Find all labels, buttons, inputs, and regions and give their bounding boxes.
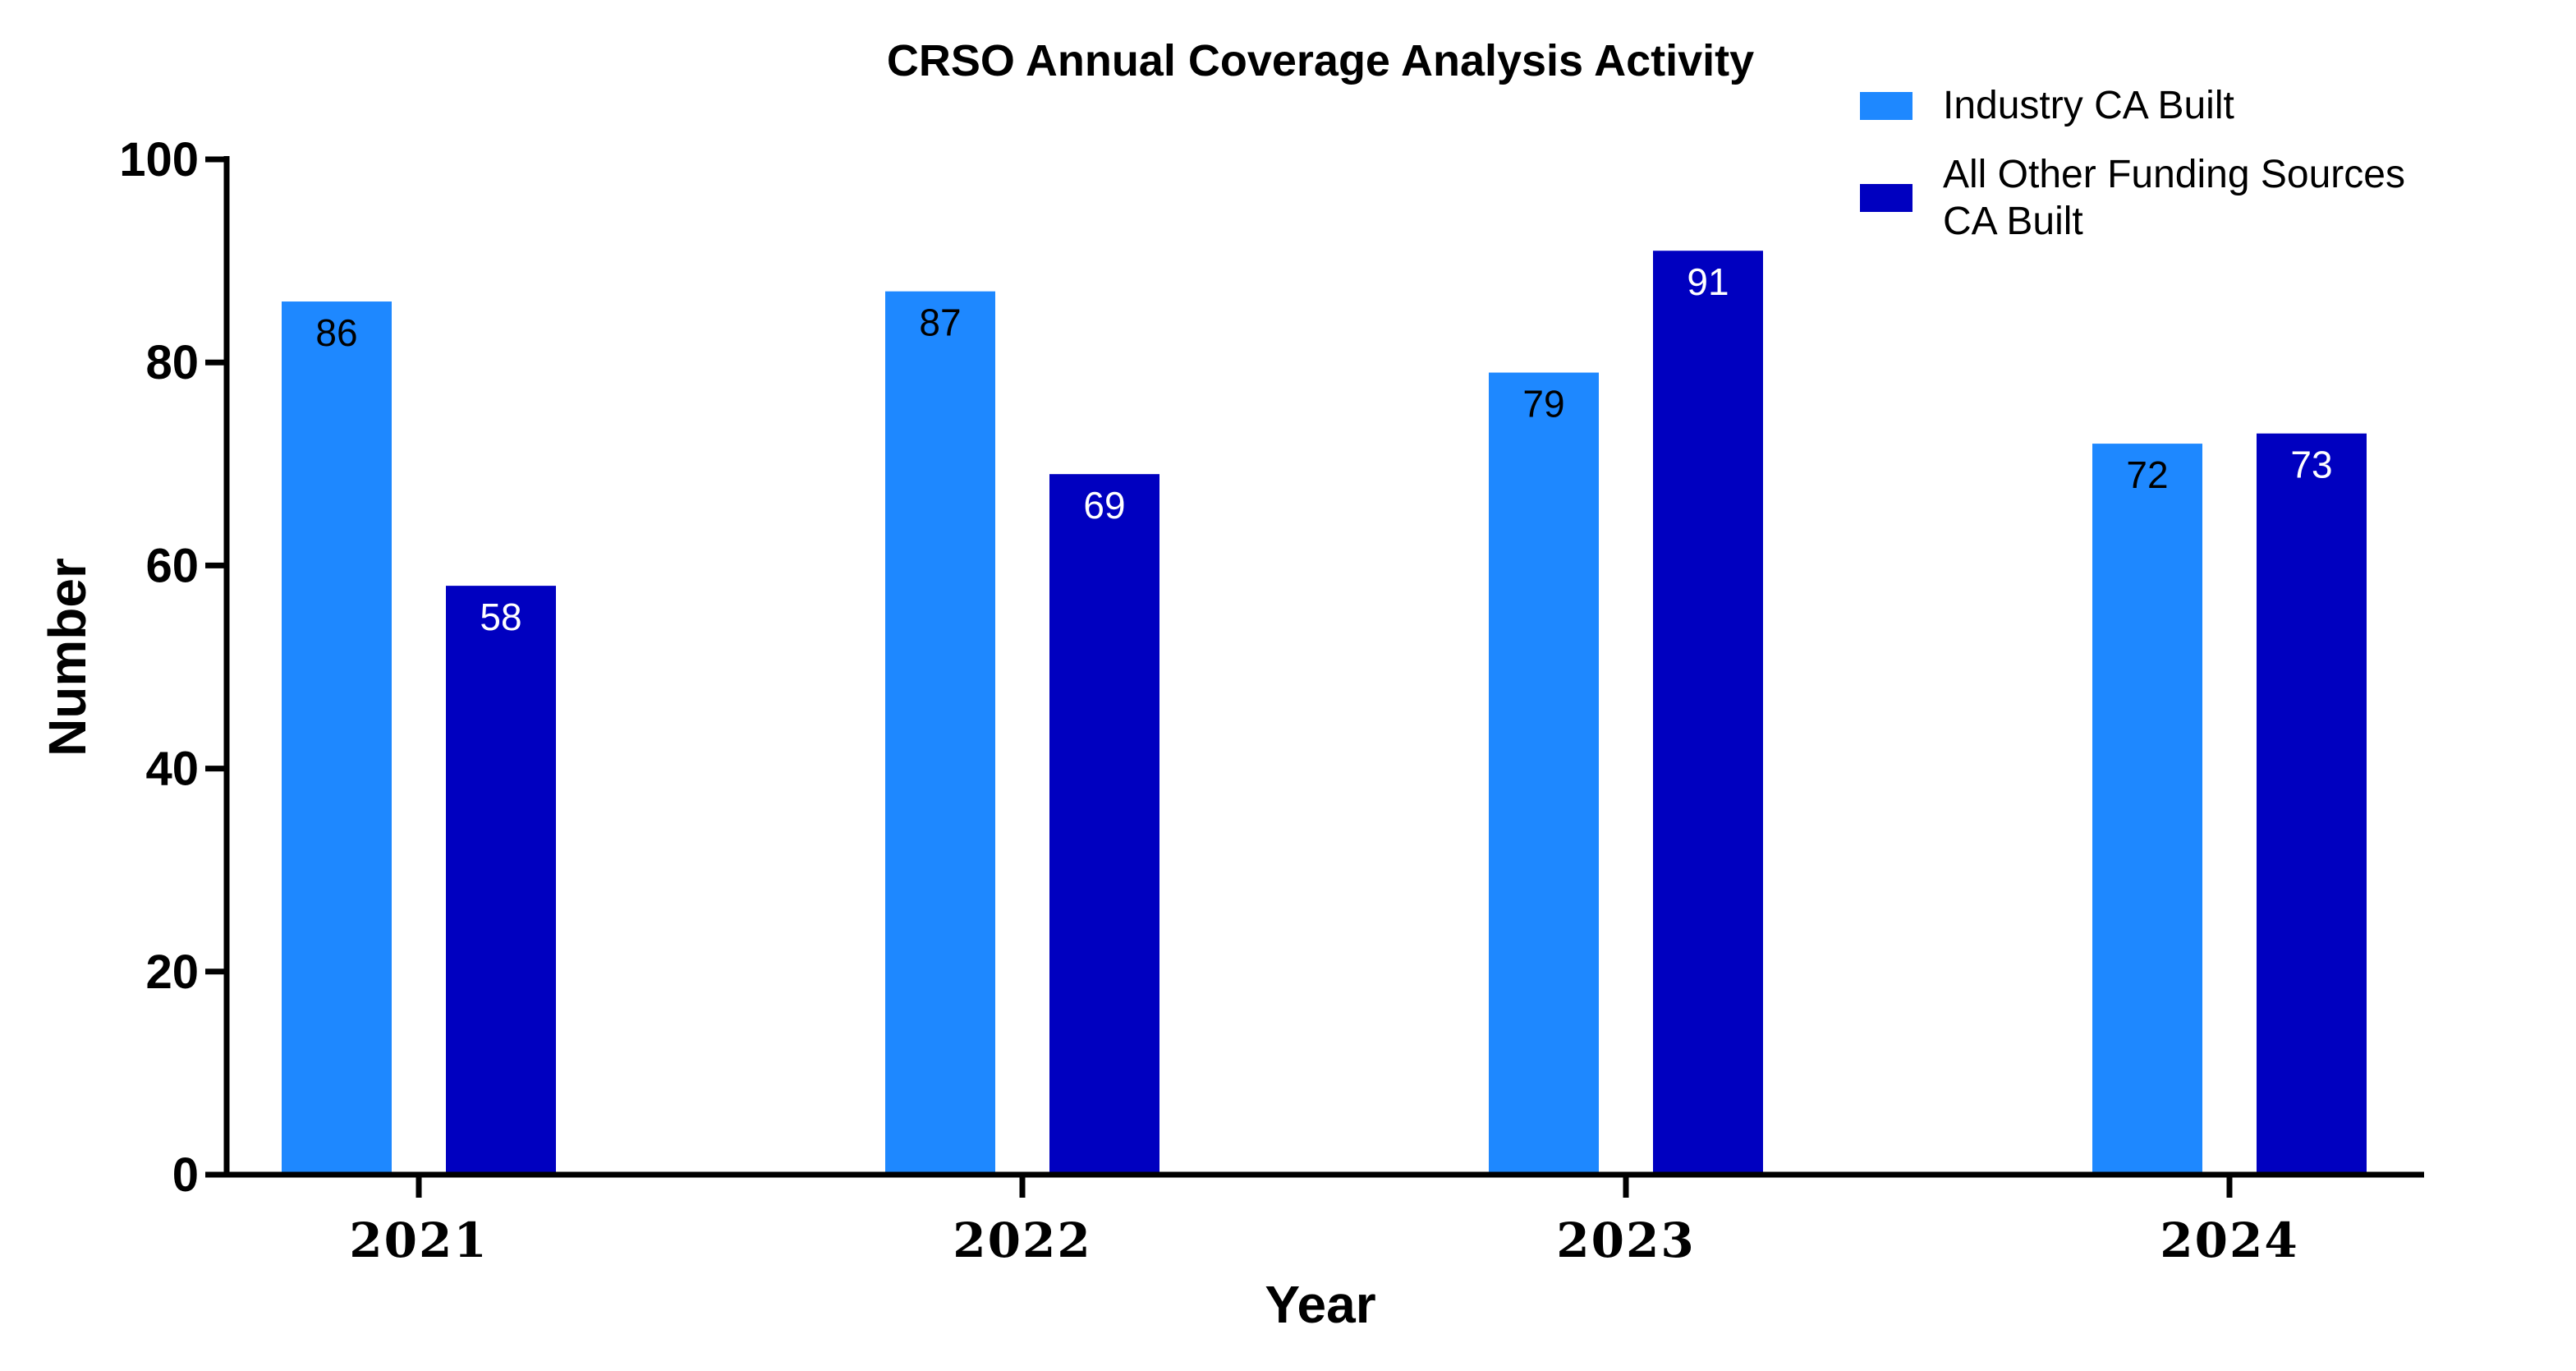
data-label-industry-2021: 86 bbox=[315, 311, 357, 354]
bar-industry-2022 bbox=[885, 291, 995, 1175]
y-axis-title: Number bbox=[38, 558, 97, 757]
y-tick-label-0: 0 bbox=[172, 1148, 199, 1202]
x-tick-label-2023: 2023 bbox=[1556, 1212, 1695, 1268]
legend-swatch-industry bbox=[1860, 92, 1912, 120]
legend-swatch-other-funding bbox=[1860, 184, 1912, 212]
legend-label-other-funding-line-1: All Other Funding Sources bbox=[1943, 153, 2405, 196]
y-tick-label-80: 80 bbox=[145, 336, 199, 389]
bars-layer bbox=[282, 251, 2367, 1175]
data-label-other-funding-2023: 91 bbox=[1687, 260, 1729, 303]
bar-industry-2021 bbox=[282, 301, 392, 1175]
x-tick-label-2021: 2021 bbox=[349, 1212, 488, 1268]
data-labels-layer: 86 87 79 72 58 69 91 73 bbox=[315, 260, 2332, 638]
legend-label-other-funding-line-2: CA Built bbox=[1943, 200, 2083, 243]
x-tick-label-2022: 2022 bbox=[953, 1212, 1091, 1268]
data-label-industry-2024: 72 bbox=[2126, 453, 2168, 496]
bar-other-funding-2024 bbox=[2257, 433, 2367, 1175]
x-tick-label-2024: 2024 bbox=[2160, 1212, 2298, 1268]
y-tick-label-60: 60 bbox=[145, 539, 199, 592]
legend: Industry CA Built All Other Funding Sour… bbox=[1860, 84, 2405, 243]
y-tick-label-100: 100 bbox=[119, 133, 199, 186]
chart-title: CRSO Annual Coverage Analysis Activity bbox=[887, 36, 1754, 85]
y-tick-label-20: 20 bbox=[145, 945, 199, 999]
bar-industry-2023 bbox=[1489, 372, 1599, 1175]
bar-other-funding-2022 bbox=[1049, 474, 1159, 1175]
axes-layer: 0 20 40 60 80 100 2021 2022 2023 2024 bbox=[119, 133, 2424, 1268]
data-label-other-funding-2024: 73 bbox=[2290, 444, 2332, 486]
legend-label-industry: Industry CA Built bbox=[1943, 84, 2234, 127]
data-label-industry-2022: 87 bbox=[919, 301, 961, 344]
x-axis-title: Year bbox=[1265, 1275, 1375, 1334]
data-label-industry-2023: 79 bbox=[1522, 383, 1564, 426]
bar-industry-2024 bbox=[2092, 444, 2202, 1175]
bar-other-funding-2021 bbox=[446, 586, 556, 1175]
data-label-other-funding-2021: 58 bbox=[480, 596, 521, 638]
y-tick-label-40: 40 bbox=[145, 743, 199, 796]
data-label-other-funding-2022: 69 bbox=[1083, 484, 1125, 527]
bar-other-funding-2023 bbox=[1653, 251, 1763, 1175]
